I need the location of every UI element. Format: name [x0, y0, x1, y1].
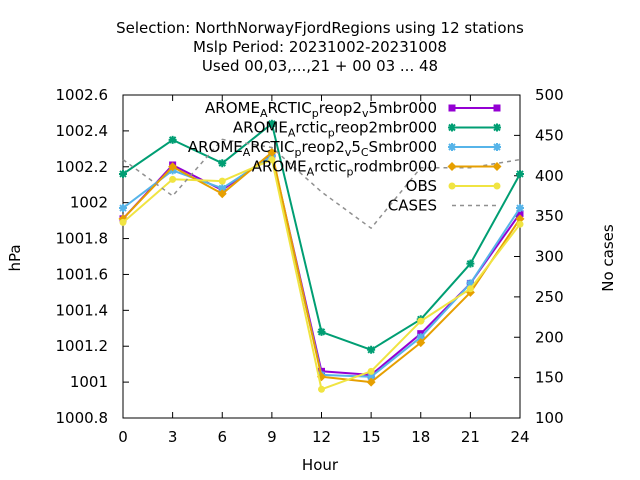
data-point	[268, 156, 276, 164]
chart-title: Selection: NorthNorwayFjordRegions using…	[116, 19, 524, 75]
data-point	[416, 338, 426, 348]
legend-marker	[448, 104, 456, 112]
data-point	[318, 385, 325, 393]
y2-tick-label: 300	[535, 248, 564, 266]
legend-label: AROMEARCTICpreop2v5mbr000	[205, 99, 437, 120]
x-axis-ticks: 0 3 6 9 12 15 18 21 24	[118, 95, 530, 446]
x-tick-label: 18	[411, 428, 430, 446]
series-5	[119, 156, 524, 393]
y2-axis-label: No cases	[599, 224, 617, 292]
x-tick-label: 6	[217, 428, 227, 446]
legend-label: OBS	[406, 177, 437, 195]
title-line: Used 00,03,...,21 + 00 03 ... 48	[202, 57, 438, 75]
x-tick-label: 15	[362, 428, 381, 446]
legend-marker	[493, 123, 501, 132]
data-point	[168, 135, 177, 144]
legend-marker	[493, 104, 501, 112]
legend-marker	[493, 143, 501, 151]
data-point	[416, 333, 425, 342]
y2-axis-ticks: 100 150 200 250 300 350 400 450 500	[514, 86, 564, 427]
y2-tick-label: 350	[535, 207, 564, 225]
data-point	[119, 204, 127, 213]
y2-tick-label: 500	[535, 86, 564, 104]
data-point	[367, 345, 376, 354]
data-point	[367, 367, 375, 375]
y2-tick-label: 250	[535, 288, 564, 306]
data-point	[466, 285, 474, 293]
data-point	[317, 327, 326, 336]
y2-tick-label: 400	[535, 167, 564, 185]
data-point	[367, 372, 376, 381]
legend-label: CASES	[388, 197, 437, 215]
data-point	[119, 169, 127, 178]
y-tick-label: 1001	[70, 373, 108, 391]
legend: AROMEARCTICpreop2v5mbr000AROMEArcticpreo…	[188, 99, 502, 215]
data-point	[267, 119, 276, 128]
x-tick-label: 9	[267, 428, 277, 446]
title-line: Selection: NorthNorwayFjordRegions using…	[116, 19, 524, 37]
data-point	[217, 189, 227, 199]
legend-marker	[493, 182, 501, 190]
y-tick-label: 1002	[70, 194, 108, 212]
y-tick-label: 1000.8	[56, 409, 109, 427]
x-tick-label: 21	[461, 428, 480, 446]
y-axis-ticks: 1000.8 1001 1001.2 1001.4 1001.6 1001.8 1002 10…	[56, 86, 129, 427]
data-point	[516, 169, 524, 178]
data-point	[516, 209, 524, 217]
data-point	[218, 159, 227, 168]
x-tick-label: 0	[118, 428, 128, 446]
legend-marker	[448, 123, 456, 132]
data-point	[515, 214, 525, 224]
legend-label: AROMEARCTICpreop2v5CSmbr000	[188, 138, 437, 159]
data-point	[466, 259, 475, 268]
y2-tick-label: 200	[535, 328, 564, 346]
data-point	[466, 279, 475, 288]
legend-marker	[492, 162, 502, 171]
y-tick-label: 1001.6	[56, 265, 109, 283]
data-point	[169, 175, 177, 183]
data-point	[366, 377, 376, 387]
x-tick-label: 3	[168, 428, 178, 446]
y-tick-label: 1002.6	[56, 86, 109, 104]
series-layer	[118, 119, 525, 393]
series-1	[119, 150, 524, 379]
data-point	[168, 162, 178, 172]
y2-tick-label: 450	[535, 126, 564, 144]
y-tick-label: 1002.4	[56, 122, 109, 140]
y2-tick-label: 100	[535, 409, 564, 427]
legend-marker	[448, 182, 456, 190]
y-tick-label: 1002.2	[56, 158, 109, 176]
legend-marker	[447, 162, 457, 171]
data-point	[516, 220, 524, 228]
x-axis-label: Hour	[302, 456, 339, 474]
y-axis-label: hPa	[6, 244, 24, 271]
legend-marker	[448, 143, 456, 151]
legend-label: AROMEArcticpreop2mbr000	[233, 119, 437, 140]
title-line: Mslp Period: 20231002-20231008	[193, 38, 447, 56]
data-point	[218, 177, 226, 185]
y-tick-label: 1001.4	[56, 301, 109, 319]
series-4	[118, 147, 525, 387]
data-point	[516, 204, 524, 213]
y-tick-label: 1001.8	[56, 230, 109, 248]
y2-tick-label: 150	[535, 369, 564, 387]
data-point	[417, 317, 425, 325]
data-point	[267, 147, 277, 157]
y-tick-label: 1001.2	[56, 337, 109, 355]
series-line	[122, 155, 521, 378]
data-point	[218, 184, 227, 193]
x-tick-label: 12	[312, 428, 331, 446]
legend-label: AROMEArcticprodmbr000	[252, 158, 437, 179]
data-point	[119, 218, 127, 226]
x-tick-label: 24	[510, 428, 529, 446]
series-line	[122, 153, 521, 376]
